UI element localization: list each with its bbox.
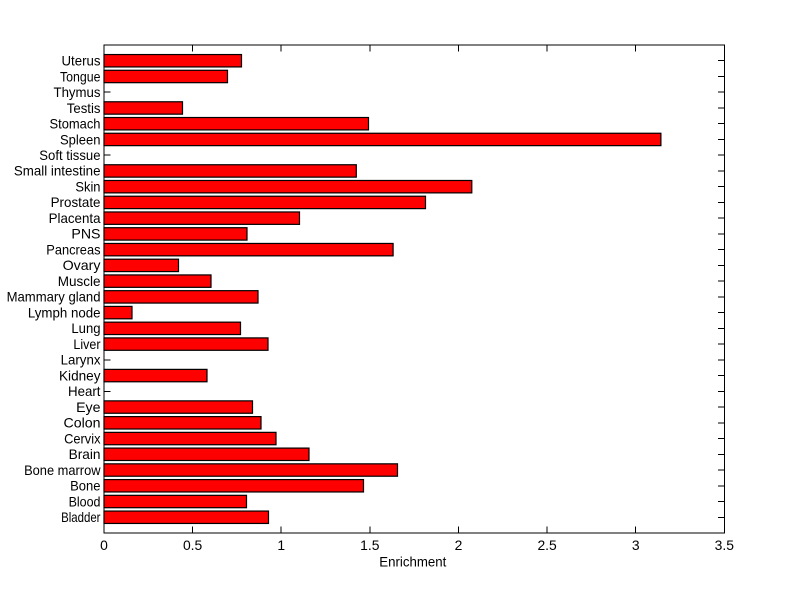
svg-text:Mammary gland: Mammary gland [7, 289, 101, 305]
svg-text:Liver: Liver [73, 336, 100, 352]
svg-text:Bladder: Bladder [61, 509, 101, 525]
svg-text:Eye: Eye [76, 399, 101, 415]
svg-text:Lymph node: Lymph node [28, 304, 101, 320]
svg-text:Testis: Testis [67, 100, 101, 116]
svg-text:Bone marrow: Bone marrow [24, 462, 101, 478]
svg-text:Enrichment: Enrichment [379, 554, 446, 570]
svg-text:Placenta: Placenta [49, 210, 101, 226]
svg-text:Spleen: Spleen [60, 131, 101, 147]
svg-text:Muscle: Muscle [58, 273, 101, 289]
svg-text:Soft tissue: Soft tissue [39, 147, 100, 163]
svg-text:0: 0 [100, 537, 108, 553]
svg-text:Kidney: Kidney [59, 367, 101, 383]
svg-text:Skin: Skin [75, 178, 100, 194]
svg-text:Blood: Blood [69, 493, 101, 509]
svg-text:Uterus: Uterus [62, 53, 101, 69]
svg-text:Tongue: Tongue [60, 68, 101, 84]
svg-text:Stomach: Stomach [50, 116, 101, 132]
svg-text:2: 2 [455, 537, 463, 553]
svg-text:Colon: Colon [64, 415, 101, 431]
svg-text:Thymus: Thymus [54, 84, 101, 100]
svg-text:0.5: 0.5 [183, 537, 203, 553]
svg-text:Pancreas: Pancreas [46, 241, 100, 257]
svg-text:1: 1 [277, 537, 285, 553]
svg-text:3: 3 [632, 537, 640, 553]
svg-text:Brain: Brain [69, 446, 101, 462]
svg-text:PNS: PNS [71, 226, 100, 242]
svg-text:Heart: Heart [68, 383, 101, 399]
svg-text:Lung: Lung [71, 320, 100, 336]
svg-text:Cervix: Cervix [64, 430, 100, 446]
svg-text:Bone: Bone [70, 478, 101, 494]
svg-text:Ovary: Ovary [63, 257, 101, 273]
svg-text:Prostate: Prostate [51, 194, 101, 210]
svg-text:Small intestine: Small intestine [14, 163, 101, 179]
svg-text:Larynx: Larynx [61, 352, 101, 368]
svg-text:2.5: 2.5 [537, 537, 557, 553]
svg-text:3.5: 3.5 [715, 537, 735, 553]
svg-text:1.5: 1.5 [360, 537, 380, 553]
